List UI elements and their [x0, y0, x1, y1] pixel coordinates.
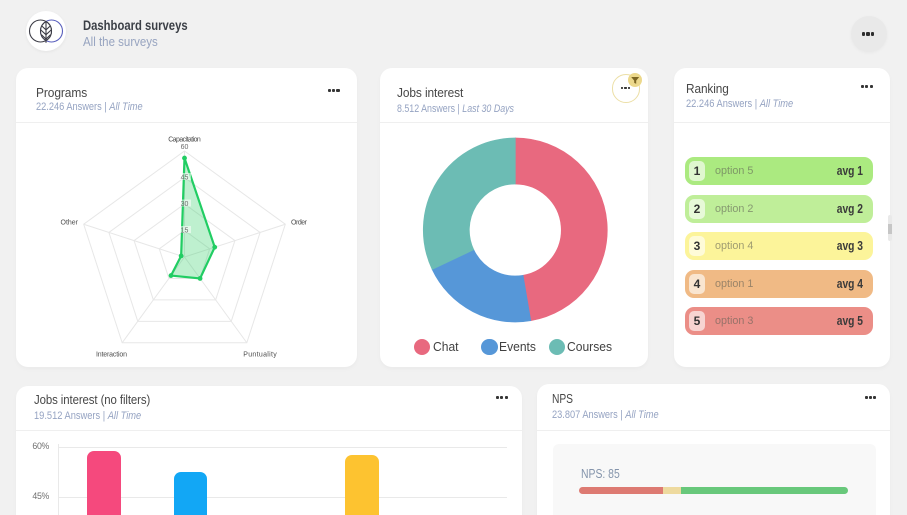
svg-text:Capacitation: Capacitation: [168, 136, 201, 143]
svg-text:60: 60: [181, 144, 189, 151]
svg-text:45: 45: [181, 174, 189, 181]
svg-text:Other: Other: [61, 220, 79, 227]
svg-text:30: 30: [181, 201, 189, 208]
svg-text:Interaction: Interaction: [96, 352, 127, 359]
svg-text:15: 15: [181, 227, 189, 234]
svg-text:Order: Order: [291, 220, 308, 227]
svg-text:Puntuality: Puntuality: [243, 352, 277, 359]
